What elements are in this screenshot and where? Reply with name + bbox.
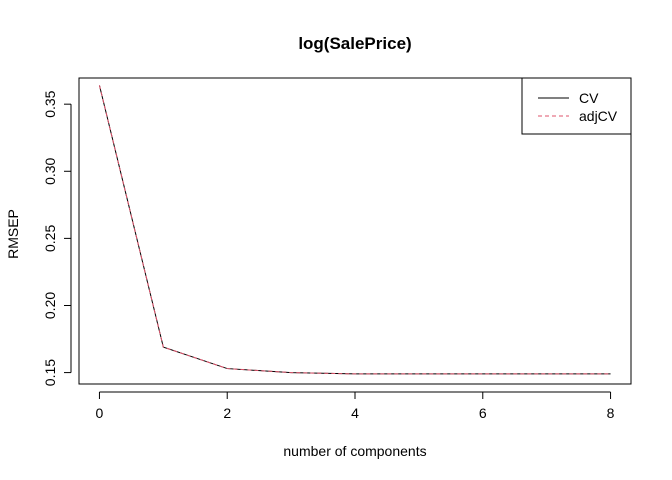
y-tick-label: 0.30 bbox=[42, 157, 58, 184]
y-axis-label: RMSEP bbox=[5, 209, 21, 259]
y-tick-label: 0.35 bbox=[42, 90, 58, 117]
y-tick-label: 0.20 bbox=[42, 292, 58, 319]
x-tick-label: 8 bbox=[607, 405, 615, 421]
y-axis: 0.15 0.20 0.25 0.30 0.35 bbox=[42, 90, 72, 386]
legend-label-adjcv: adjCV bbox=[579, 108, 618, 124]
chart-title: log(SalePrice) bbox=[298, 34, 411, 53]
y-tick-label: 0.15 bbox=[42, 359, 58, 386]
x-axis-label: number of components bbox=[283, 443, 426, 459]
x-tick-label: 4 bbox=[351, 405, 359, 421]
x-tick-label: 2 bbox=[223, 405, 231, 421]
legend: CV adjCV bbox=[521, 77, 632, 135]
legend-box bbox=[521, 77, 632, 135]
legend-label-cv: CV bbox=[579, 90, 599, 106]
plot-frame bbox=[78, 77, 632, 385]
series-line-adjcv bbox=[98, 85, 611, 375]
x-axis: 0 2 4 6 8 bbox=[96, 391, 615, 421]
series-layer bbox=[98, 85, 611, 375]
y-tick-label: 0.25 bbox=[42, 225, 58, 252]
x-tick-label: 0 bbox=[96, 405, 104, 421]
x-tick-label: 6 bbox=[479, 405, 487, 421]
